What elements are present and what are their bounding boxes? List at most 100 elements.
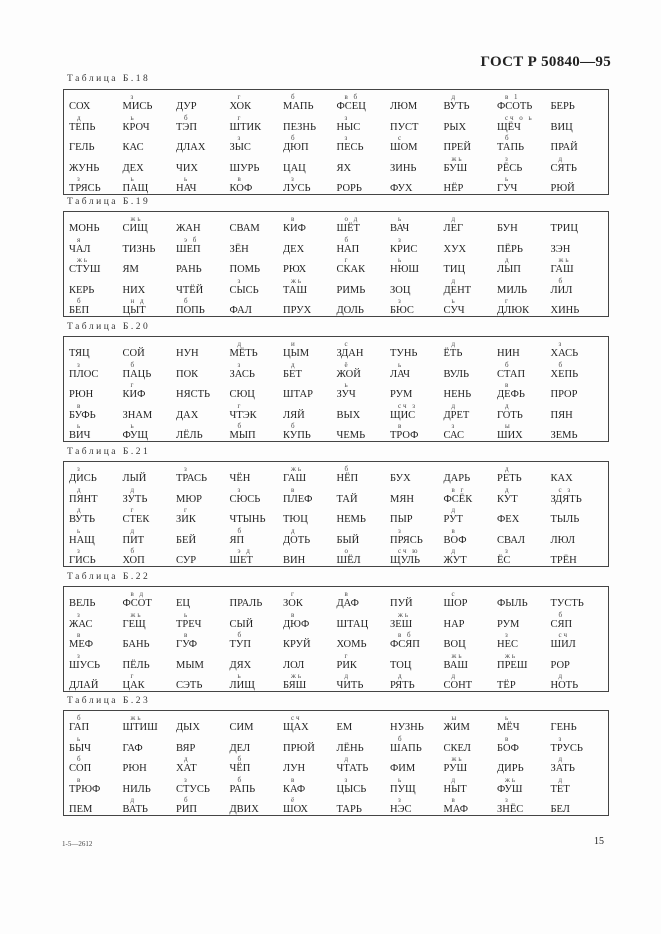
cell-syllable: МЕФ (69, 639, 94, 650)
table-cell: ДЫХ (176, 715, 230, 736)
cell-syllable: КРИС (390, 243, 418, 255)
cell-syllable: НАП (336, 243, 360, 255)
cell-syllable: НУЗНЬ (390, 722, 424, 733)
cell-syllable: ШТИК (229, 121, 262, 133)
cell-syllable: РОРЬ (336, 183, 362, 194)
cell-annotation: з (505, 547, 510, 555)
table-cell: ы ШИХ (497, 422, 551, 444)
table-cell: сч ШИЛ (551, 631, 605, 653)
table-grid: ВЕЛЬ в д ФСОТ ЕЦ ПРАЛЬ г ЗОК в ДАФ ПУЙ с ШОР ФЫЛЬ ТУС… (69, 590, 605, 694)
cell-syllable: ДЛЮК (497, 305, 530, 316)
cell-syllable: ТРЮФ (69, 783, 101, 795)
table-cell: б ЛИЛ (551, 277, 605, 299)
cell-syllable: ЗИК (176, 514, 196, 525)
cell-syllable: ДЕХ (122, 162, 144, 174)
cell-annotation: я (77, 235, 83, 244)
table-cell: ЧТЫНЬ (230, 507, 284, 528)
cell-syllable: ДЛАХ (176, 142, 206, 153)
cell-annotation: д (505, 256, 511, 264)
table-cell: ДЕХ (283, 237, 337, 258)
table-cell: ДЯХ (230, 653, 284, 674)
cell-syllable: САС (443, 430, 465, 441)
table-cell: в БУФЬ (69, 402, 123, 424)
table-cell: д ЗАТЬ (550, 755, 605, 777)
table-cell: б МЫП (230, 422, 284, 444)
cell-annotation: ё (291, 796, 297, 804)
cell-annotation: з (77, 360, 82, 369)
cell-syllable: КРОЧ (122, 121, 150, 133)
cell-annotation: г (130, 672, 136, 680)
cell-annotation: в (451, 796, 457, 804)
cell-syllable: ЗАТЬ (550, 763, 575, 774)
cell-syllable: СУЧ (443, 305, 465, 316)
table-cell: в 1 ФСОТЬ (497, 93, 551, 115)
cell-annotation: д (451, 340, 458, 348)
table-cell: д ТЕТ (551, 776, 605, 798)
cell-syllable: МЫМ (176, 659, 204, 671)
cell-syllable: ШТИШ (122, 722, 158, 733)
table-cell: ВИН (283, 548, 337, 569)
cell-annotation: з (505, 631, 510, 639)
cell-annotation: з (184, 775, 189, 784)
cell-syllable: ТРОФ (390, 430, 419, 441)
table-cell: в ДАФ (337, 590, 391, 612)
table-cell: МЫМ (176, 653, 230, 674)
table-cell: з МИСЬ (123, 93, 177, 115)
cell-syllable: ЗОЦ (390, 284, 411, 296)
cell-annotation: с (398, 134, 404, 142)
cell-syllable: БЕЛ (550, 804, 570, 815)
table-cell: ЛЁЛЬ (176, 423, 230, 444)
cell-syllable: ТЯЦ (69, 348, 90, 359)
table-cell: НЕНЬ (444, 382, 498, 403)
table-cell: ЖАН (176, 216, 230, 237)
cell-syllable: ТУП (229, 639, 251, 650)
cell-syllable: ТЕПЬ (69, 121, 96, 133)
table-cell: ЖУНЬ (69, 156, 123, 177)
cell-syllable: СВАМ (229, 223, 260, 234)
cell-syllable: ФСЁК (443, 493, 473, 505)
cell-annotation: ь (398, 215, 404, 223)
table-cell: ФИМ (390, 756, 444, 777)
table-cell: ХИНЬ (551, 298, 605, 319)
cell-annotation: жь (130, 610, 143, 619)
cell-syllable: ЖАС (69, 618, 93, 630)
cell-annotation: в (505, 381, 511, 389)
table-cell: ь ТРЕЧ (176, 611, 230, 633)
table-cell: з ЖАС (69, 611, 123, 633)
table-cell: КЕРЬ (69, 278, 123, 299)
cell-syllable: ГИСЬ (69, 555, 96, 566)
table-cell: ДЛАХ (176, 135, 230, 156)
cell-annotation: д (291, 360, 297, 369)
table-cell: ПРОР (551, 382, 605, 403)
cell-annotation: д (451, 93, 458, 101)
table-grid: СОХ з МИСЬ ДУР г ХОК б МАПЬ в б ФСЕЦ ЛЮМ д ВУТЬ в 1 ФС… (69, 93, 604, 197)
cell-syllable: НЁП (336, 473, 359, 484)
cell-annotation: б (237, 422, 244, 430)
cell-syllable: НЕНЬ (443, 389, 472, 400)
cell-syllable: ТРЯСЬ (69, 183, 101, 194)
table-cell: ДУР (176, 94, 230, 115)
cell-syllable: ТИЦ (443, 264, 466, 275)
table-cell: б КУПЬ (283, 422, 337, 444)
cell-syllable: ФСОТЬ (497, 101, 533, 112)
table-cell: ь ЛАЧ (390, 361, 444, 383)
cell-annotation: б (558, 360, 565, 369)
cell-syllable: ВИН (283, 555, 306, 566)
table-label: Таблица Б.22 (67, 572, 151, 582)
cell-syllable: ЛУН (283, 763, 306, 774)
table-cell: з ТРАСЬ (176, 465, 230, 487)
cell-annotation: д (505, 485, 511, 494)
table-cell: ь НАЩ (69, 527, 123, 549)
table-cell: з САС (443, 422, 498, 444)
table-cell: д НЫТ (444, 776, 498, 798)
cell-syllable: БЕТ (283, 368, 302, 380)
cell-syllable: ДЕФЬ (497, 389, 525, 400)
cell-annotation: з (237, 485, 243, 494)
cell-syllable: ВАТЬ (122, 804, 148, 815)
cell-annotation: ь (130, 113, 136, 122)
cell-syllable: БЕРЬ (550, 101, 575, 112)
cell-syllable: ХИНЬ (550, 305, 580, 316)
table-cell: сч о ь ЩЁЧ (497, 114, 551, 136)
cell-syllable: ПЁРЬ (497, 243, 523, 255)
